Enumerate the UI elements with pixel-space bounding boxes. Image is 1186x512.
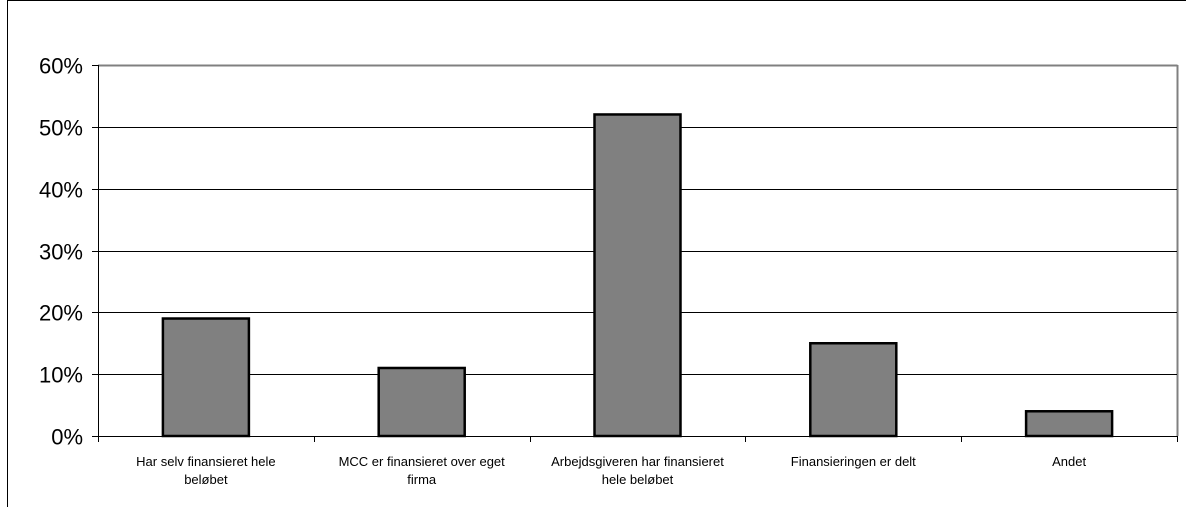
- x-tick-label: Andet: [1052, 454, 1086, 469]
- y-tick-labels: 0% 10% 20% 30% 40% 50% 60%: [39, 54, 83, 450]
- x-tick-label-line: MCC er finansieret over eget: [339, 454, 506, 469]
- x-tick-labels: Har selv finansieret hele beløbet MCC er f…: [136, 454, 1086, 487]
- y-tick-label: 50%: [39, 116, 83, 141]
- x-tick-label: Har selv finansieret hele beløbet: [136, 454, 275, 487]
- y-tick-label: 0%: [51, 425, 83, 450]
- bars: [161, 113, 1114, 438]
- bar: [377, 366, 466, 438]
- x-tick-label-line: Andet: [1052, 454, 1086, 469]
- x-tick-label-line: Arbejdsgiveren har finansieret: [551, 454, 724, 469]
- y-tick-label: 60%: [39, 54, 83, 79]
- y-tick-label: 30%: [39, 240, 83, 265]
- bar: [593, 113, 682, 438]
- bar: [809, 342, 898, 438]
- x-tick-label: Finansieringen er delt: [791, 454, 916, 469]
- bar: [1024, 410, 1114, 438]
- x-tick-label-line: beløbet: [184, 472, 228, 487]
- y-tick-label: 20%: [39, 301, 83, 326]
- x-tick-label: MCC er finansieret over eget firma: [339, 454, 506, 487]
- y-tick-label: 10%: [39, 363, 83, 388]
- x-tick-label-line: Har selv finansieret hele: [136, 454, 275, 469]
- x-tick-label-line: Finansieringen er delt: [791, 454, 916, 469]
- bar: [161, 317, 251, 438]
- x-tick-label-line: firma: [407, 472, 437, 487]
- x-tick-label-line: hele beløbet: [602, 472, 674, 487]
- y-tick-label: 40%: [39, 178, 83, 203]
- x-tick-label: Arbejdsgiveren har finansieret hele beløb…: [551, 454, 724, 487]
- axes: [92, 65, 1178, 442]
